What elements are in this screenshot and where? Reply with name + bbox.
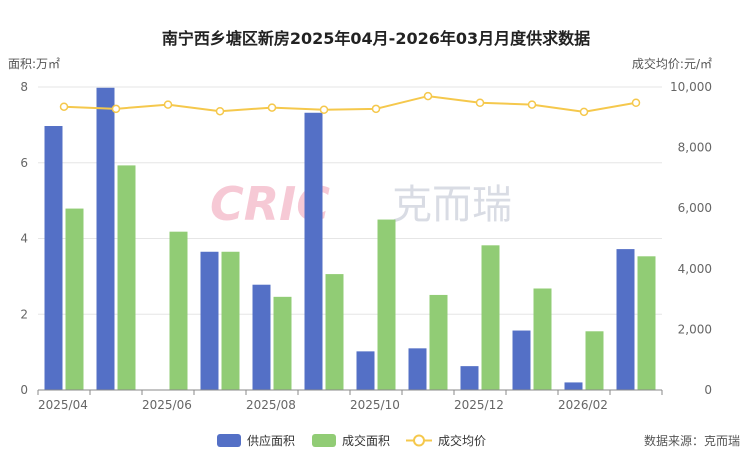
bar-deal-area bbox=[533, 288, 552, 390]
left-tick-label: 6 bbox=[20, 156, 28, 170]
bar-supply bbox=[564, 382, 583, 390]
source-label: 数据来源：克而瑞 bbox=[644, 433, 740, 448]
price-point bbox=[579, 107, 589, 117]
x-tick-label: 2025/08 bbox=[246, 398, 296, 412]
grid-lines bbox=[38, 86, 662, 315]
bar-supply bbox=[96, 87, 115, 390]
price-point bbox=[163, 100, 173, 109]
bar-supply bbox=[408, 348, 427, 390]
bar-deal-area bbox=[221, 251, 240, 390]
bar-supply bbox=[512, 330, 531, 390]
bar-deal-area bbox=[169, 231, 188, 390]
right-tick-label: 0 bbox=[704, 383, 712, 397]
bar-supply bbox=[304, 112, 323, 390]
bar-deal-area bbox=[429, 294, 448, 390]
watermark-chinese: 克而瑞 bbox=[392, 182, 512, 228]
price-point bbox=[59, 102, 69, 111]
left-tick-label: 0 bbox=[20, 383, 28, 397]
right-axis-label: 成交均价:元/㎡ bbox=[632, 56, 712, 71]
watermark: CRIC 克而瑞 bbox=[210, 177, 512, 231]
legend-swatch-supply bbox=[217, 434, 241, 447]
bar-supply bbox=[44, 126, 63, 390]
right-tick-label: 8,000 bbox=[678, 141, 712, 155]
price-point bbox=[371, 104, 381, 114]
right-tick-label: 4,000 bbox=[678, 262, 712, 276]
x-tick-label: 2025/12 bbox=[454, 398, 504, 412]
bar-supply bbox=[460, 366, 479, 390]
legend-marker-price bbox=[413, 434, 425, 447]
legend-label-price: 成交均价 bbox=[438, 433, 486, 448]
price-point bbox=[319, 105, 329, 114]
legend-swatch-deal-area bbox=[312, 434, 336, 447]
price-point bbox=[215, 106, 225, 116]
left-axis-label: 面积:万㎡ bbox=[8, 57, 60, 71]
price-line-path bbox=[63, 95, 637, 113]
bar-deal-area bbox=[273, 296, 292, 390]
bar-deal-area bbox=[637, 256, 656, 390]
right-tick-label: 2,000 bbox=[678, 322, 712, 336]
chart-title: 南宁西乡塘区新房2025年04月-2026年03月月度供求数据 bbox=[162, 29, 590, 48]
left-tick-label: 4 bbox=[20, 232, 28, 246]
x-tick-label: 2025/04 bbox=[38, 398, 88, 412]
bar-deal-area bbox=[325, 274, 344, 390]
x-tick-label: 2025/06 bbox=[142, 398, 192, 412]
bar-deal-area bbox=[585, 331, 604, 390]
right-tick-label: 6,000 bbox=[678, 201, 712, 215]
x-tick-label: 2026/02 bbox=[558, 398, 608, 412]
bar-supply bbox=[252, 284, 271, 390]
price-point bbox=[267, 103, 277, 112]
x-tick-label: 2025/10 bbox=[350, 398, 400, 412]
bar-deal-area bbox=[117, 165, 136, 390]
left-tick-label: 8 bbox=[20, 80, 28, 94]
left-tick-label: 2 bbox=[20, 307, 28, 321]
bar-deal-area bbox=[65, 208, 84, 390]
bar-supply bbox=[200, 251, 219, 390]
legend-label-supply: 供应面积 bbox=[247, 433, 295, 448]
price-point bbox=[631, 98, 641, 108]
price-point bbox=[527, 100, 537, 109]
price-line bbox=[59, 91, 641, 117]
price-point bbox=[423, 91, 433, 101]
bar-deal-area bbox=[377, 219, 396, 390]
legend: 供应面积 成交面积 成交均价 bbox=[217, 433, 486, 448]
bar-deal-area bbox=[481, 245, 500, 390]
legend-label-deal-area: 成交面积 bbox=[342, 433, 390, 448]
bar-supply bbox=[616, 249, 635, 390]
price-point bbox=[475, 98, 485, 108]
bar-supply bbox=[356, 351, 375, 390]
right-tick-label: 10,000 bbox=[670, 80, 712, 94]
price-point bbox=[111, 104, 121, 114]
bars bbox=[44, 87, 656, 390]
axes: 0 2 4 6 8 0 2,000 4,000 6,000 8,000 10,000 2025/04 2… bbox=[20, 80, 712, 412]
